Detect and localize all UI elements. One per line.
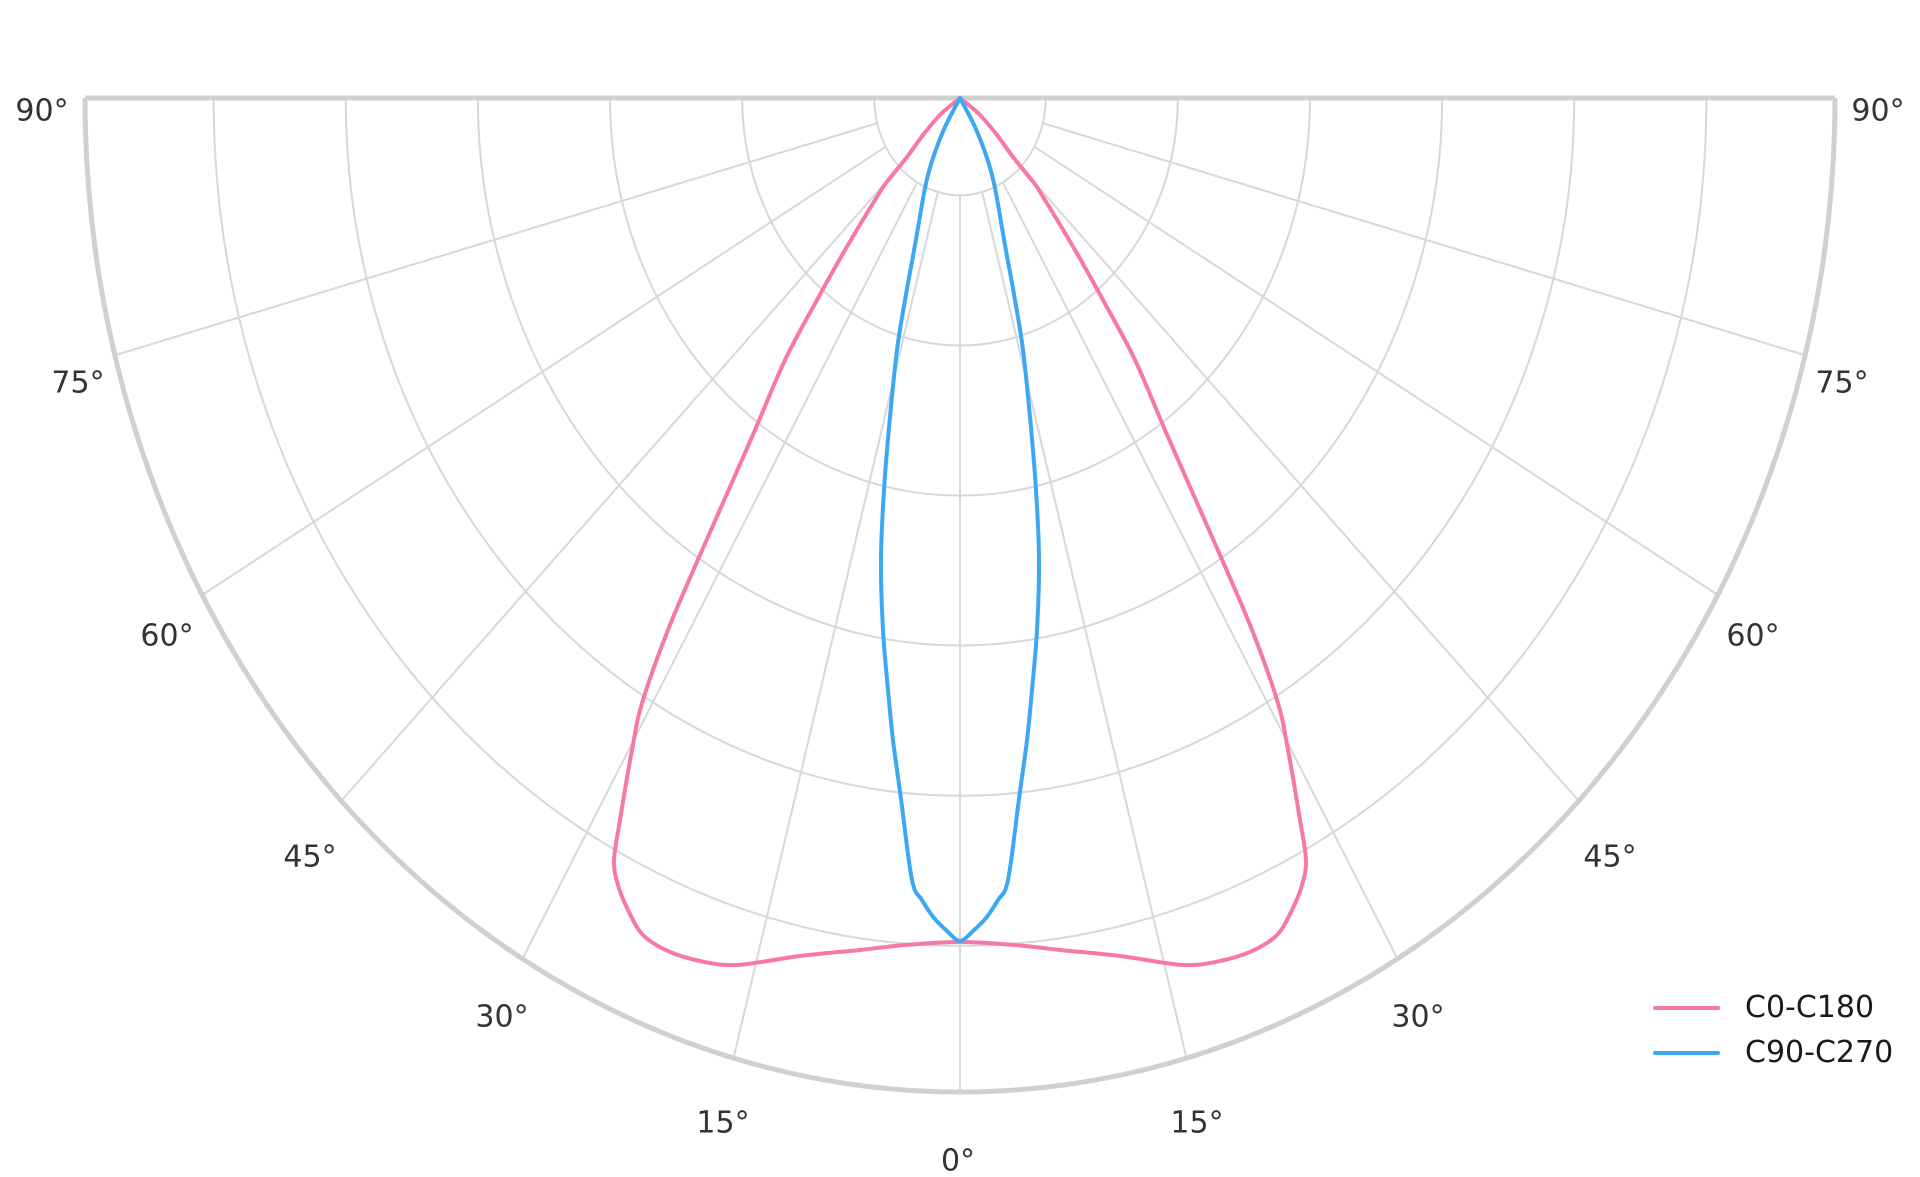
polar-ring <box>873 97 1047 197</box>
angle-label: 60° <box>140 619 193 654</box>
polar-spoke <box>1001 181 1399 960</box>
polar-spoke <box>114 122 878 357</box>
angle-label: 90° <box>15 94 68 129</box>
angle-label: 15° <box>1170 1106 1223 1141</box>
angle-label: 90° <box>1851 94 1904 129</box>
polar-spoke <box>1019 166 1580 802</box>
angle-label: 15° <box>696 1106 749 1141</box>
angle-label: 60° <box>1726 619 1779 654</box>
polar-spoke <box>201 145 887 596</box>
legend-swatch-c0-c180 <box>1653 1005 1720 1010</box>
angle-label: 45° <box>283 840 336 875</box>
polar-spoke <box>521 181 919 960</box>
polar-spoke <box>340 166 901 802</box>
curve-c90-c270 <box>878 96 1042 943</box>
angle-label: 0° <box>941 1144 975 1177</box>
angle-label: 75° <box>51 366 104 401</box>
legend-swatch-c90-c270 <box>1653 1050 1720 1055</box>
legend-item-c90-c270: C90-C270 <box>1653 1030 1893 1075</box>
angle-label: 30° <box>475 1000 528 1035</box>
legend: C0-C180 C90-C270 <box>1653 985 1893 1075</box>
legend-label-c0-c180: C0-C180 <box>1745 989 1875 1025</box>
angle-label: 30° <box>1391 1000 1444 1035</box>
angle-label: 45° <box>1583 840 1636 875</box>
angle-label: 75° <box>1815 366 1868 401</box>
polar-spoke <box>732 191 939 1059</box>
legend-label-c90-c270: C90-C270 <box>1745 1034 1894 1070</box>
polar-spoke <box>1042 122 1806 357</box>
polar-spoke <box>1033 145 1719 596</box>
polar-boundary-arc <box>82 97 1838 1095</box>
polar-spoke <box>981 191 1188 1059</box>
legend-item-c0-c180: C0-C180 <box>1653 985 1893 1030</box>
